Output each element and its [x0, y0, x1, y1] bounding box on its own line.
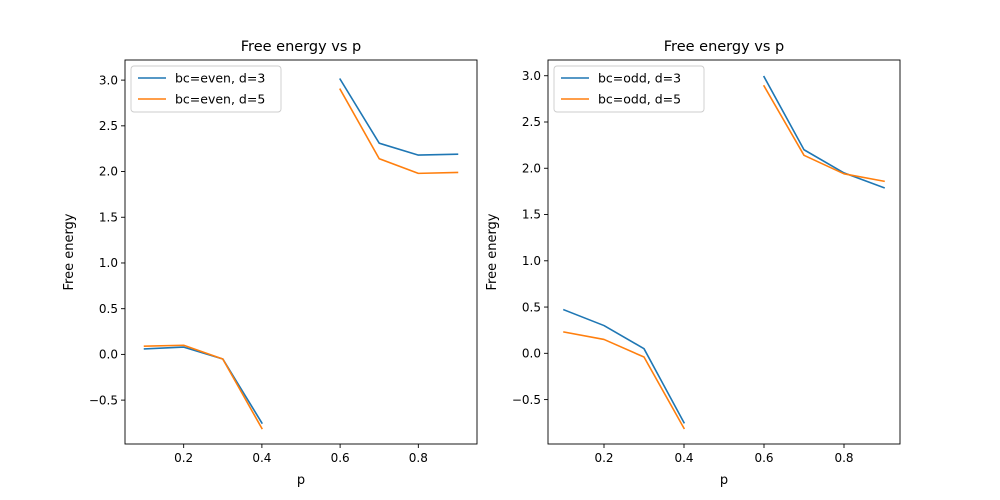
y-tick-label: 2.0	[99, 165, 118, 179]
y-tick-label: 0.0	[99, 348, 118, 362]
y-tick-label: 2.0	[522, 161, 541, 175]
plot-frame	[547, 59, 901, 445]
x-axis-label: p	[297, 473, 305, 488]
series-line-2-segment-2	[339, 88, 459, 175]
legend-box	[130, 65, 282, 113]
series-line-1-segment-1	[562, 308, 686, 424]
y-tick-label: 1.5	[522, 208, 541, 222]
legend-entry-2: bc=odd, d=5	[598, 92, 681, 107]
legend: bc=odd, d=3 bc=odd, d=5	[553, 65, 705, 113]
legend-entry-1: bc=odd, d=3	[598, 71, 681, 86]
legend-entry-2: bc=even, d=5	[175, 92, 265, 107]
y-tick-label: 0.5	[99, 302, 118, 316]
chart-panel-2: 0.2 0.4 0.6 0.8 −0.5 0.0 0.5 1.0 1.5 2.0 2.5 3.0 Fre…	[485, 39, 901, 488]
y-tick-label: −0.5	[89, 393, 118, 407]
plot-frame	[124, 59, 478, 445]
x-tick-label: 0.6	[754, 451, 773, 465]
y-tick-label: 3.0	[99, 73, 118, 87]
y-tick-label: 2.5	[99, 119, 118, 133]
x-tick-label: 0.4	[252, 451, 271, 465]
chart-panel-1: 0.2 0.4 0.6 0.8 −0.5 0.0 0.5 1.0 1.5 2.0 2.5 3.0 Fre…	[62, 39, 478, 488]
series-line-2-segment-1	[143, 344, 263, 430]
y-tick-label: 0.0	[522, 347, 541, 361]
y-tick-label: 1.0	[522, 254, 541, 268]
x-tick-label: 0.2	[594, 451, 613, 465]
x-tick-label: 0.4	[674, 451, 693, 465]
x-tick-label: 0.2	[174, 451, 193, 465]
y-tick-label: 1.5	[99, 210, 118, 224]
x-tick-label: 0.8	[409, 451, 428, 465]
y-axis-label: Free energy	[62, 213, 77, 290]
series-line-1-segment-1	[143, 346, 263, 425]
chart-title: Free energy vs p	[241, 39, 361, 55]
series-line-2-segment-1	[563, 331, 686, 430]
y-tick-label: 0.5	[522, 300, 541, 314]
y-tick-label: 3.0	[522, 69, 541, 83]
series-line-2-segment-2	[762, 84, 885, 183]
legend-entry-1: bc=even, d=3	[175, 71, 265, 86]
legend-box	[553, 65, 705, 113]
y-tick-label: 1.0	[99, 256, 118, 270]
y-axis-label: Free energy	[485, 213, 500, 290]
x-tick-label: 0.6	[331, 451, 350, 465]
chart-title: Free energy vs p	[664, 39, 784, 55]
series-line-1-segment-2	[339, 78, 459, 156]
series-line-1-segment-2	[762, 75, 886, 189]
x-axis-label: p	[720, 473, 728, 488]
y-tick-label: 2.5	[522, 115, 541, 129]
x-tick-label: 0.8	[834, 451, 853, 465]
y-tick-label: −0.5	[512, 393, 541, 407]
legend: bc=even, d=3 bc=even, d=5	[130, 65, 282, 113]
